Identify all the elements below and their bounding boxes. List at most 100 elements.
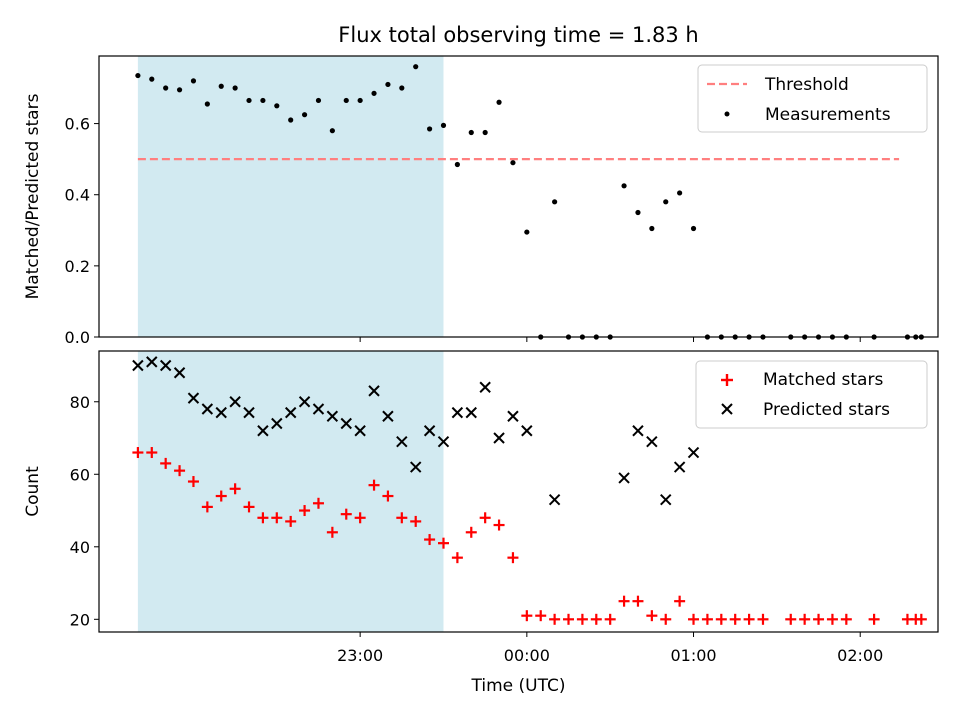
predicted-series [132, 356, 700, 506]
matched-point [215, 490, 227, 502]
count-y-ticks: 20 40 60 80 [70, 393, 99, 629]
observing-shade-top [137, 56, 444, 337]
matched-point [632, 595, 644, 607]
predicted-point [271, 417, 283, 430]
matched-point [507, 552, 519, 564]
matched-point [340, 508, 352, 520]
matched-point [299, 505, 311, 517]
predicted-point [521, 425, 533, 437]
matched-point [618, 595, 630, 607]
y-tick-label: 0.6 [65, 115, 90, 134]
predicted-point [507, 410, 519, 422]
matched-point [410, 515, 422, 527]
x-tick-label: 23:00 [337, 646, 383, 665]
predicted-point [215, 406, 227, 419]
matched-point [868, 613, 880, 625]
measurement-point [329, 128, 335, 134]
predicted-point [493, 432, 505, 444]
matched-point [201, 501, 213, 513]
predicted-point [396, 435, 408, 448]
measurement-point [677, 190, 683, 196]
measurement-point [135, 72, 141, 79]
measurement-point [288, 117, 294, 123]
matched-point [915, 613, 927, 625]
predicted-point [284, 406, 297, 419]
predicted-point [132, 359, 144, 372]
measurement-point [440, 122, 447, 128]
predicted-point [410, 461, 422, 473]
legend-predicted-label: Predicted stars [763, 400, 890, 420]
matched-point [604, 613, 616, 625]
matched-point [646, 610, 658, 622]
measurement-point [163, 85, 169, 91]
matched-point [160, 457, 172, 469]
measurement-point [482, 129, 488, 136]
matched-point [799, 613, 811, 625]
matched-point [785, 613, 797, 625]
matched-point [590, 613, 602, 625]
matched-point [674, 595, 686, 607]
x-tick-label: 02:00 [837, 646, 883, 665]
matched-point [396, 512, 408, 524]
measurement-point [649, 225, 655, 232]
predicted-point [687, 446, 700, 459]
measurement-point [690, 225, 697, 232]
matched-point [576, 613, 588, 625]
measurements-legend-swatch [724, 111, 730, 117]
predicted-point [173, 367, 186, 379]
matched-point [424, 534, 436, 546]
measurement-point [371, 90, 377, 96]
predicted-point [382, 410, 394, 422]
y-tick-label: 0.4 [65, 186, 90, 205]
matched-point [701, 613, 713, 625]
y-tick-label: 40 [70, 538, 90, 557]
measurement-point [190, 78, 197, 84]
matched-point [354, 512, 366, 524]
predicted-legend-swatch [721, 403, 733, 415]
y-tick-label: 60 [70, 465, 90, 484]
predicted-point [632, 425, 644, 437]
predicted-point [243, 406, 255, 419]
matched-point [146, 447, 158, 459]
measurement-point [426, 126, 433, 132]
measurement-point [510, 160, 516, 166]
measurement-point [399, 85, 405, 91]
matched-point [479, 512, 491, 524]
matched-point [826, 613, 838, 625]
predicted-point [368, 385, 380, 397]
matched-point [729, 613, 741, 625]
observing-shade-bottom [137, 351, 444, 632]
predicted-point [479, 381, 491, 393]
matched-point [132, 447, 144, 459]
y-tick-label: 20 [70, 610, 90, 629]
measurement-point [176, 87, 183, 93]
ratio-legend: Threshold Measurements [697, 64, 928, 133]
measurement-point [274, 103, 280, 109]
measurement-point [468, 129, 474, 136]
matched-point [437, 537, 449, 549]
matched-point [688, 613, 700, 625]
matched-point [187, 476, 199, 488]
matched-legend-swatch [721, 374, 733, 386]
measurement-point [246, 97, 252, 104]
measurement-point [301, 112, 308, 118]
legend-matched-label: Matched stars [763, 370, 883, 390]
matched-point [563, 613, 575, 625]
x-axis-label: Time (UTC) [471, 676, 566, 696]
predicted-point [423, 425, 436, 437]
predicted-point [354, 425, 366, 437]
measurement-point [635, 209, 641, 216]
matched-point [382, 490, 394, 502]
matched-point [257, 512, 269, 524]
ratio-x-ticks [359, 337, 861, 342]
chart-title: Flux total observing time = 1.83 h [338, 23, 698, 47]
predicted-point [451, 406, 464, 419]
measurement-point [413, 64, 419, 70]
matched-point [174, 465, 186, 477]
predicted-point [257, 425, 269, 437]
predicted-point [465, 406, 477, 419]
measurement-point [385, 81, 391, 88]
